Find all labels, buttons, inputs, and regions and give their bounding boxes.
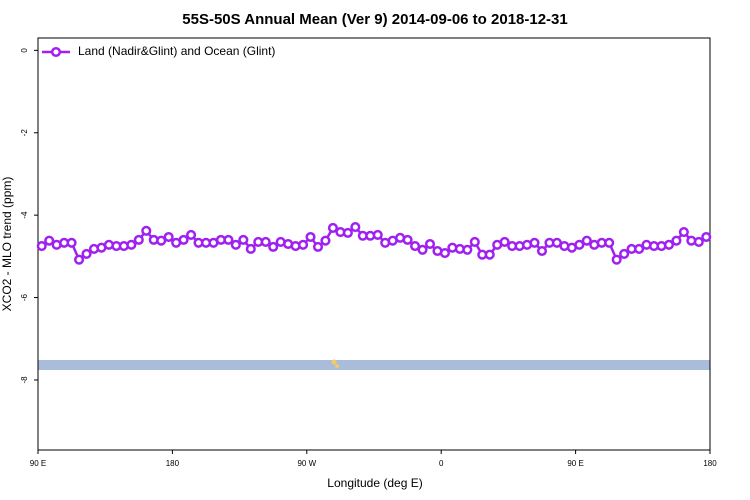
data-point xyxy=(484,249,495,260)
data-point xyxy=(350,222,361,233)
data-point xyxy=(66,237,77,248)
data-point xyxy=(260,236,271,247)
data-point xyxy=(126,239,137,250)
y-tick-label: -2 xyxy=(20,129,29,137)
data-point xyxy=(410,241,421,252)
data-point xyxy=(141,225,152,236)
data-point xyxy=(581,235,592,246)
strip-dot xyxy=(331,359,337,365)
data-point xyxy=(693,236,704,247)
chart-title: 55S-50S Annual Mean (Ver 9) 2014-09-06 t… xyxy=(182,11,567,28)
data-point xyxy=(536,245,548,257)
x-axis-label: Longitude (deg E) xyxy=(327,476,422,490)
data-point xyxy=(469,236,480,247)
data-point xyxy=(223,234,234,245)
data-point xyxy=(238,234,249,245)
data-point xyxy=(298,239,309,250)
data-point xyxy=(342,227,353,238)
x-tick-label: 180 xyxy=(166,459,180,468)
y-tick-label: 0 xyxy=(20,48,29,53)
data-point xyxy=(604,237,615,248)
data-point xyxy=(268,241,279,252)
data-point xyxy=(634,243,645,254)
y-axis-label: XCO2 - MLO trend (ppm) xyxy=(0,177,14,312)
x-tick-label: 0 xyxy=(439,459,444,468)
data-point xyxy=(402,234,413,245)
data-point xyxy=(186,229,197,240)
data-point xyxy=(305,231,316,243)
data-point xyxy=(163,231,174,243)
data-point xyxy=(327,222,338,233)
data-point xyxy=(678,227,689,238)
data-point xyxy=(574,239,585,250)
data-point xyxy=(178,234,189,245)
x-tick-label: 180 xyxy=(703,459,717,468)
data-point xyxy=(44,235,55,246)
data-point xyxy=(671,235,682,246)
data-point xyxy=(417,244,428,255)
data-point xyxy=(312,241,324,252)
data-point xyxy=(245,243,256,254)
data-point xyxy=(372,229,383,240)
y-tick-label: -8 xyxy=(20,376,29,384)
data-point xyxy=(619,248,630,259)
legend-label: Land (Nadir&Glint) and Ocean (Glint) xyxy=(78,44,275,58)
data-point xyxy=(611,254,622,265)
data-point xyxy=(81,248,92,259)
legend-marker xyxy=(50,46,62,58)
data-point xyxy=(663,239,674,250)
strip-dot xyxy=(335,364,339,368)
data-point xyxy=(156,235,167,246)
data-point xyxy=(320,235,331,246)
x-tick-label: 90 E xyxy=(567,459,583,468)
data-point xyxy=(133,234,144,245)
data-point xyxy=(701,231,712,243)
region-strip xyxy=(38,360,710,370)
x-tick-label: 90 W xyxy=(297,459,316,468)
data-point xyxy=(230,239,241,250)
data-point xyxy=(424,238,436,250)
data-point xyxy=(462,244,473,255)
data-point xyxy=(499,236,510,247)
data-point xyxy=(74,254,85,265)
y-tick-label: -6 xyxy=(20,293,29,301)
y-tick-label: -4 xyxy=(20,211,29,219)
data-point xyxy=(439,248,450,259)
data-point xyxy=(529,237,540,248)
x-tick-label: 90 E xyxy=(30,459,46,468)
data-point xyxy=(36,241,47,252)
